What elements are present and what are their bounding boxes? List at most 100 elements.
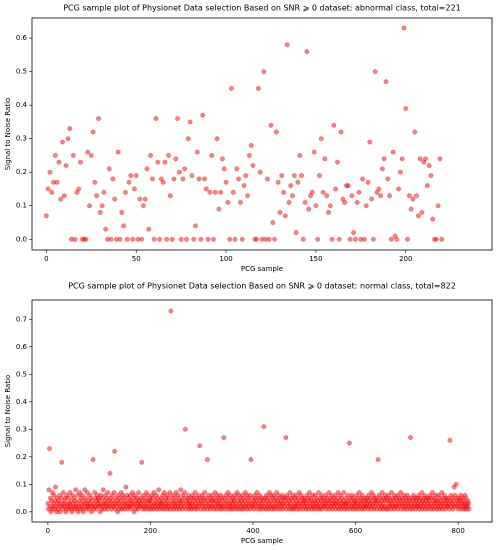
point bbox=[241, 183, 247, 189]
point bbox=[291, 173, 297, 178]
point bbox=[383, 79, 389, 85]
point bbox=[264, 176, 270, 182]
point bbox=[139, 459, 145, 465]
point bbox=[141, 203, 146, 209]
point bbox=[466, 506, 472, 512]
point bbox=[230, 189, 236, 195]
point bbox=[99, 203, 105, 209]
point bbox=[356, 189, 362, 195]
point bbox=[437, 156, 443, 162]
point bbox=[315, 236, 321, 242]
point bbox=[417, 156, 423, 162]
plot-frame bbox=[31, 17, 493, 251]
point bbox=[136, 490, 142, 495]
point bbox=[397, 169, 403, 175]
point bbox=[168, 308, 174, 314]
point bbox=[381, 156, 387, 162]
x-tick-label: 150 bbox=[309, 255, 322, 263]
point bbox=[59, 459, 65, 465]
point bbox=[309, 189, 315, 195]
point bbox=[369, 196, 375, 202]
point bbox=[54, 179, 60, 185]
point bbox=[193, 223, 198, 229]
point bbox=[157, 236, 162, 242]
y-axis-label: Signal to Noise Ratio bbox=[4, 98, 12, 171]
point bbox=[365, 179, 371, 185]
chart-title: PCG sample plot of Physionet Data select… bbox=[63, 4, 461, 13]
point bbox=[146, 226, 152, 232]
point bbox=[126, 179, 132, 185]
x-tick-label: 200 bbox=[399, 255, 412, 263]
point bbox=[92, 179, 98, 185]
point bbox=[324, 193, 330, 199]
point bbox=[286, 199, 292, 205]
point bbox=[133, 173, 139, 178]
point bbox=[46, 487, 52, 493]
point bbox=[72, 236, 78, 242]
point bbox=[203, 186, 209, 192]
point bbox=[410, 196, 416, 202]
point bbox=[221, 435, 227, 440]
point bbox=[187, 119, 193, 125]
point bbox=[375, 457, 381, 462]
point bbox=[227, 236, 233, 242]
point bbox=[248, 457, 254, 462]
x-tick-label: 200 bbox=[144, 527, 157, 535]
point bbox=[247, 153, 252, 158]
point bbox=[156, 487, 162, 493]
point bbox=[61, 193, 67, 199]
y-tick-label: 0.2 bbox=[16, 453, 27, 461]
point bbox=[433, 236, 439, 242]
point bbox=[192, 490, 198, 495]
point bbox=[304, 49, 310, 54]
chart-title: PCG sample plot of Physionet Data select… bbox=[68, 282, 456, 291]
point bbox=[415, 213, 421, 219]
point bbox=[160, 179, 166, 185]
point bbox=[171, 176, 177, 182]
point bbox=[398, 490, 404, 495]
point bbox=[221, 166, 227, 172]
point bbox=[169, 236, 175, 242]
point bbox=[180, 176, 186, 182]
point bbox=[387, 193, 392, 199]
point bbox=[338, 129, 344, 135]
point bbox=[297, 153, 303, 158]
point bbox=[198, 236, 204, 242]
point bbox=[121, 223, 127, 229]
point bbox=[103, 226, 109, 232]
point bbox=[331, 122, 337, 128]
point bbox=[167, 490, 173, 495]
point bbox=[272, 236, 277, 242]
point bbox=[295, 179, 301, 185]
point bbox=[205, 236, 211, 242]
scatter-chart: PCG sample plot of Physionet Data select… bbox=[4, 282, 493, 545]
point bbox=[153, 116, 159, 121]
point bbox=[293, 230, 299, 235]
point bbox=[100, 487, 106, 493]
y-tick-label: 0.4 bbox=[16, 398, 28, 406]
point bbox=[447, 437, 453, 443]
point bbox=[189, 173, 195, 178]
point bbox=[202, 176, 207, 182]
plot-frame bbox=[31, 299, 493, 523]
point bbox=[453, 481, 459, 487]
point bbox=[196, 176, 202, 182]
point bbox=[360, 176, 366, 182]
point bbox=[175, 116, 180, 121]
point bbox=[167, 193, 173, 199]
point bbox=[396, 186, 401, 192]
point bbox=[108, 236, 114, 242]
point bbox=[273, 129, 279, 135]
point bbox=[200, 112, 206, 118]
point bbox=[184, 236, 189, 242]
point bbox=[379, 490, 385, 495]
point bbox=[155, 159, 161, 165]
point bbox=[60, 490, 66, 495]
point bbox=[194, 149, 200, 155]
point bbox=[270, 220, 276, 225]
point bbox=[53, 484, 58, 490]
point bbox=[322, 156, 328, 162]
point bbox=[197, 443, 203, 449]
point bbox=[245, 193, 251, 199]
